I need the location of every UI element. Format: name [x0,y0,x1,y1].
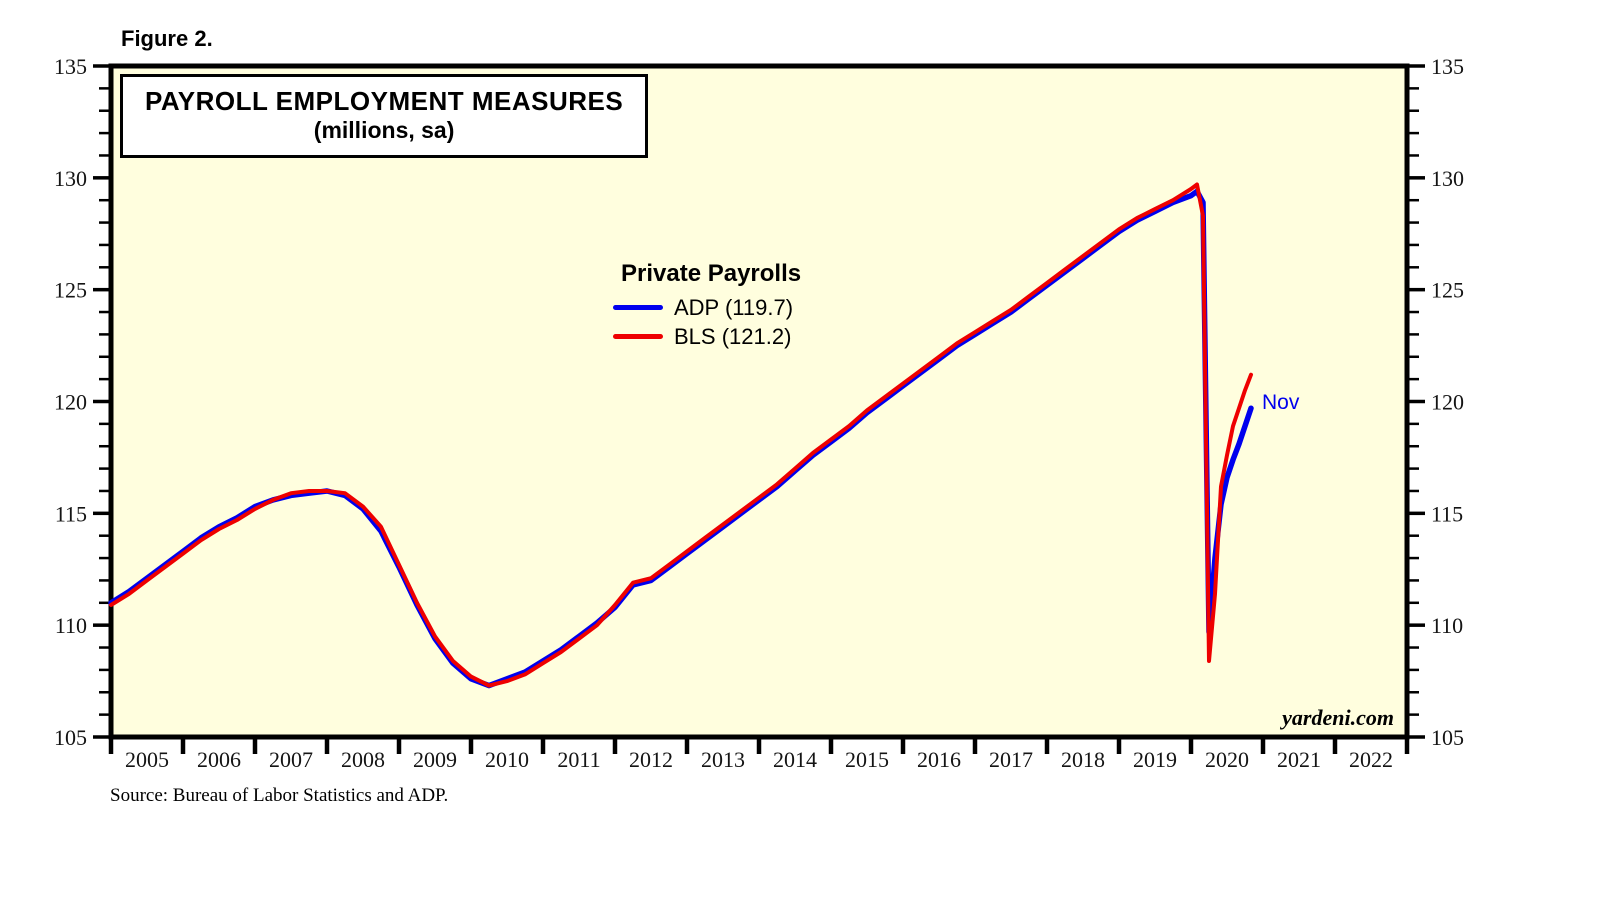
plot-background [111,66,1407,737]
y-axis-label-left-135: 135 [54,54,87,79]
x-axis-label-2021: 2021 [1277,747,1321,772]
legend-item-bls: BLS (121.2) [613,322,801,351]
y-axis-label-left-125: 125 [54,278,87,303]
chart-title: PAYROLL EMPLOYMENT MEASURES [145,86,624,116]
figure-label: Figure 2. [121,26,213,51]
y-axis-label-right-115: 115 [1431,501,1463,526]
y-axis-label-right-125: 125 [1431,278,1464,303]
x-axis-label-2009: 2009 [413,747,457,772]
source-note: Source: Bureau of Labor Statistics and A… [110,785,449,806]
x-axis-label-2010: 2010 [485,747,529,772]
x-axis-label-2020: 2020 [1205,747,1249,772]
y-axis-label-left-130: 130 [54,166,87,191]
yardeni-watermark: yardeni.com [1282,705,1394,730]
y-axis-label-left-115: 115 [55,501,87,526]
x-axis-label-2022: 2022 [1349,747,1393,772]
nov-annotation: Nov [1262,391,1300,414]
legend: Private Payrolls ADP (119.7) BLS (121.2) [613,260,801,351]
adp-legend-label: ADP (119.7) [674,294,794,320]
x-axis-label-2014: 2014 [773,747,817,772]
y-axis-label-right-110: 110 [1431,613,1463,638]
chart-title-box: PAYROLL EMPLOYMENT MEASURES (millions, s… [120,74,649,158]
legend-item-adp: ADP (119.7) [613,293,801,322]
y-axis-label-right-130: 130 [1431,166,1464,191]
plot-border [108,63,1410,740]
chart-subtitle: (millions, sa) [313,117,455,143]
x-axis-label-2005: 2005 [125,747,169,772]
x-axis-label-2013: 2013 [701,747,745,772]
y-axis-label-left-110: 110 [55,613,87,638]
x-axis-label-2012: 2012 [629,747,673,772]
x-axis-label-2008: 2008 [341,747,385,772]
y-axis-label-right-105: 105 [1431,725,1464,750]
x-axis-label-2015: 2015 [845,747,889,772]
bls-legend-label: BLS (121.2) [674,323,792,349]
y-axis-label-left-105: 105 [54,725,87,750]
x-axis-label-2007: 2007 [269,747,313,772]
y-axis-label-right-135: 135 [1431,54,1464,79]
x-axis-label-2019: 2019 [1133,747,1177,772]
legend-heading: Private Payrolls [621,260,802,287]
x-axis-label-2018: 2018 [1061,747,1105,772]
x-axis-label-2011: 2011 [557,747,600,772]
x-axis-label-2006: 2006 [197,747,241,772]
y-axis-label-left-120: 120 [54,390,87,415]
bls-line [109,182,1253,688]
y-axis-label-right-120: 120 [1431,390,1464,415]
x-axis-label-2016: 2016 [917,747,961,772]
adp-line-swatch-icon [613,305,663,310]
x-axis-label-2017: 2017 [989,747,1033,772]
bls-line-swatch-icon [613,334,663,339]
